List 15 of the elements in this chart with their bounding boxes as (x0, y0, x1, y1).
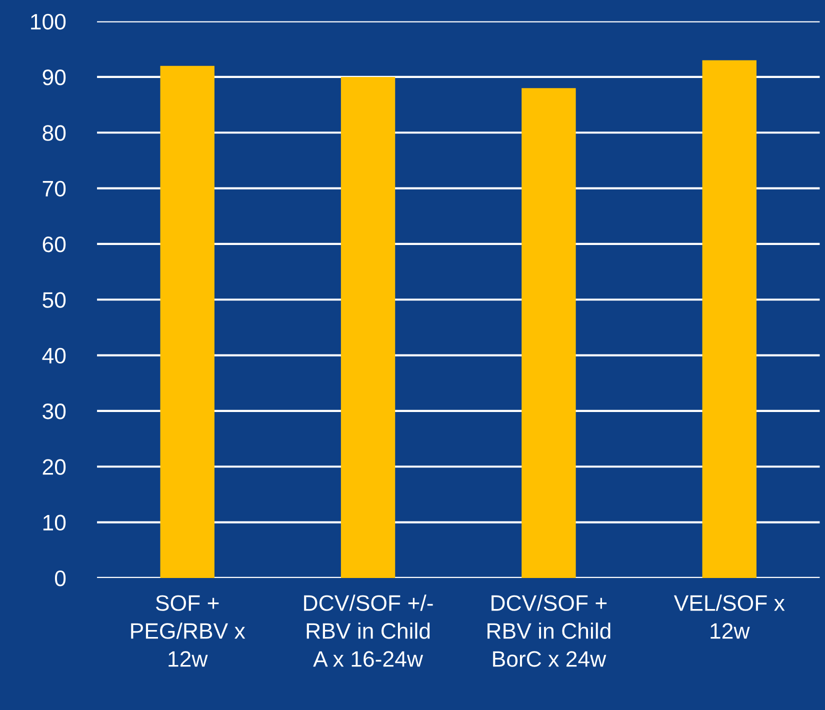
y-tick-label: 10 (43, 514, 66, 531)
y-tick-label: 0 (54, 570, 66, 586)
y-tick-label: 90 (42, 70, 66, 86)
y-tick-label: 60 (42, 236, 66, 252)
y-tick-label: 30 (42, 403, 66, 420)
x-tick-label: VEL/SOF x 12w (674, 594, 785, 639)
y-tick-label: 20 (42, 459, 66, 475)
x-tick-label: SOF + PEG/RBV x 12w (131, 595, 246, 667)
y-tick-label: 40 (42, 348, 66, 364)
x-tick-label: DCV/SOF +/- RBV in Child A x 16-24w (304, 594, 433, 667)
y-tick-label: 50 (42, 292, 66, 308)
y-tick-label: 70 (42, 180, 66, 197)
y-tick-label: 100 (31, 14, 66, 30)
x-tick-label: DCV/SOF + RBV in Child BorC x 24w (488, 594, 610, 667)
y-tick-label: 80 (42, 125, 66, 141)
